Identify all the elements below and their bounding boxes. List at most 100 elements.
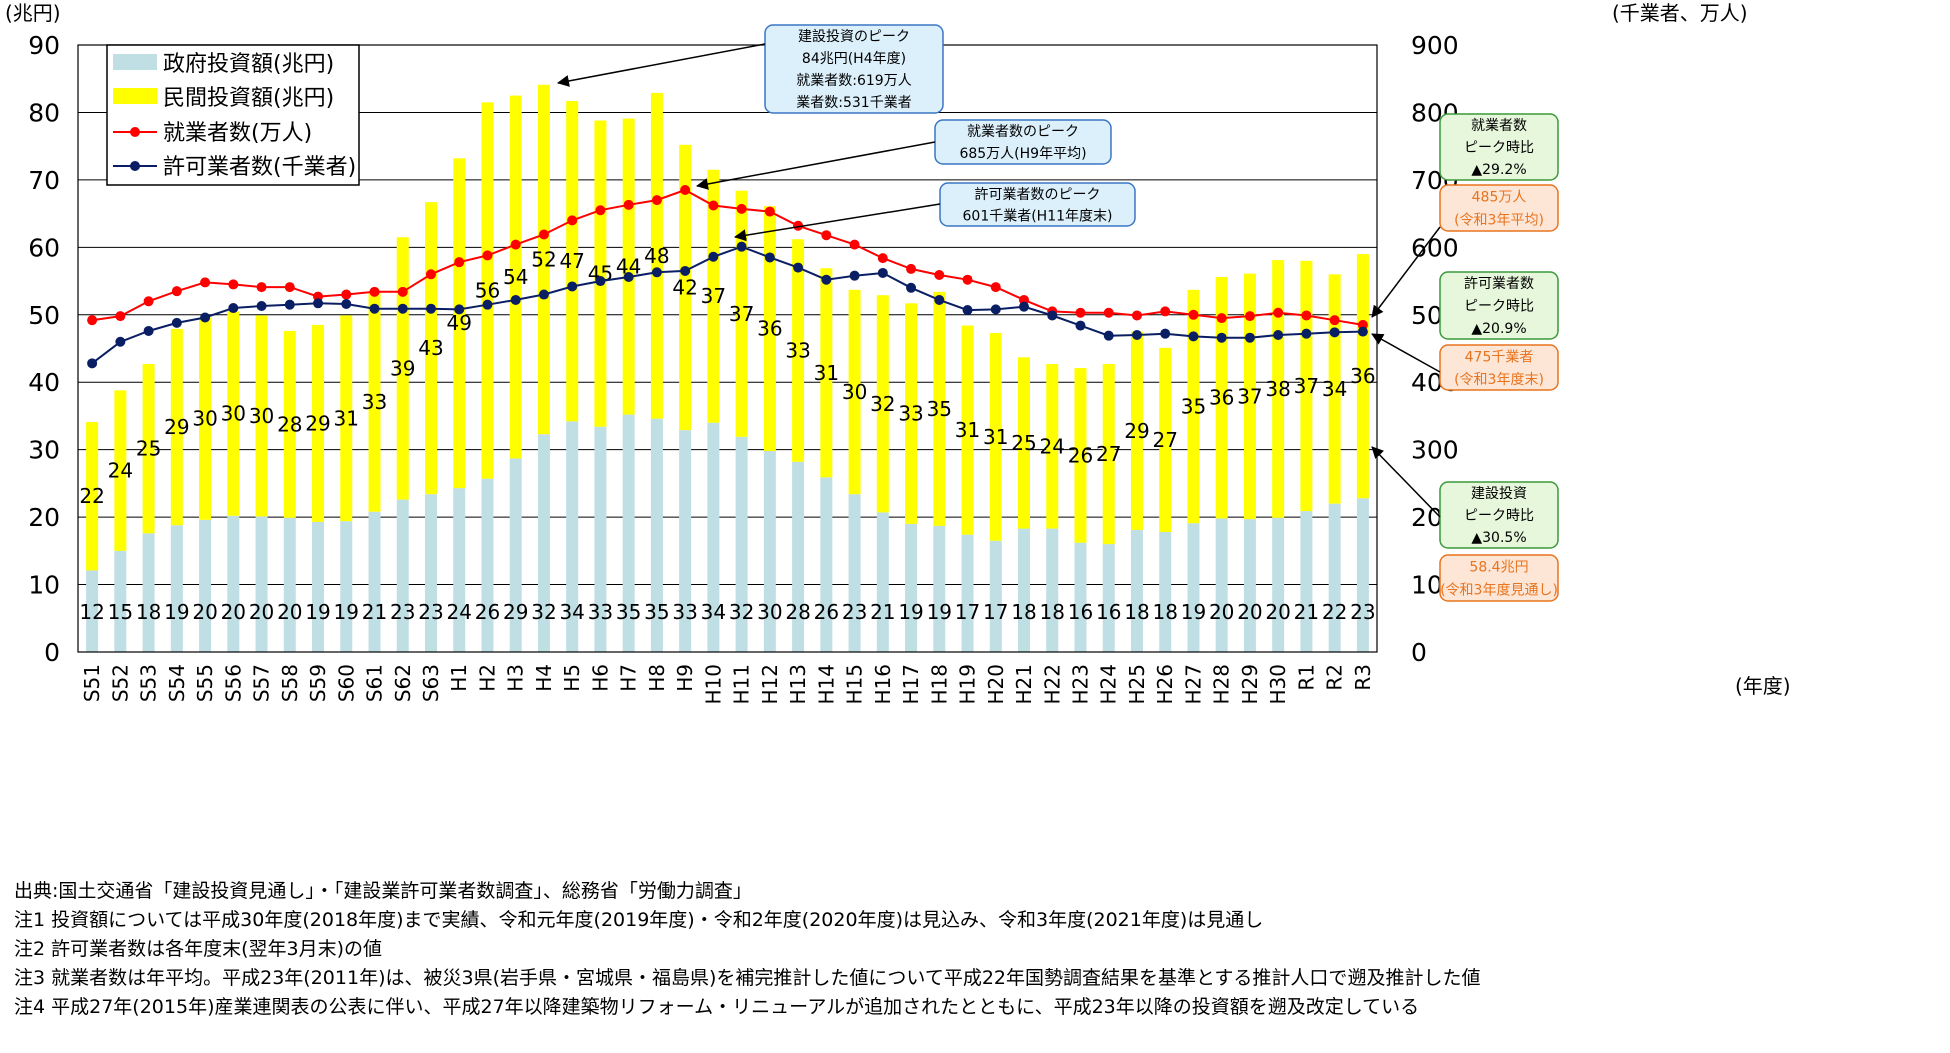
bar-label-government: 17 [983, 600, 1008, 624]
bar-private [650, 92, 663, 419]
bar-label-private: 39 [390, 356, 415, 380]
bar-label-government: 33 [588, 600, 613, 624]
point-workers [962, 274, 973, 285]
callout-text: (令和3年度末) [1454, 372, 1544, 388]
bar-government [1328, 503, 1341, 652]
bar-government [792, 461, 805, 652]
point-workers [115, 311, 126, 322]
bar-label-private: 31 [983, 425, 1008, 449]
legend-swatch-private [113, 88, 157, 104]
bar-label-private: 22 [79, 484, 104, 508]
x-tick-label: S63 [419, 664, 443, 702]
x-tick-label: S62 [391, 664, 415, 702]
bar-label-government: 19 [1181, 600, 1206, 624]
bar-label-government: 33 [672, 600, 697, 624]
bar-government [1243, 519, 1256, 652]
point-licensed-firms [313, 298, 324, 309]
x-tick-label: H3 [504, 664, 528, 692]
bar-government [1356, 498, 1369, 652]
bar-label-private: 36 [1350, 364, 1375, 388]
x-tick-label: H22 [1040, 664, 1064, 705]
bar-government [1046, 528, 1059, 652]
bar-label-government: 12 [79, 600, 104, 624]
callout-text: ▲29.2% [1471, 162, 1526, 178]
bar-label-private: 30 [192, 407, 217, 431]
point-licensed-firms [1357, 326, 1368, 337]
bar-label-government: 23 [1350, 600, 1375, 624]
x-tick-label: H9 [673, 664, 697, 692]
point-licensed-firms [510, 294, 521, 305]
bar-label-government: 20 [249, 600, 274, 624]
bar-government [763, 451, 776, 652]
point-licensed-firms [1103, 330, 1114, 341]
x-tick-label: H2 [475, 664, 499, 692]
bar-government [86, 570, 99, 652]
bar-label-private: 35 [1181, 395, 1206, 419]
y-left-tick-label: 60 [28, 233, 60, 262]
callout-text: 475千業者 [1465, 349, 1534, 365]
x-tick-label: H30 [1266, 664, 1290, 705]
point-licensed-firms [143, 325, 154, 336]
x-tick-label: H10 [701, 664, 725, 705]
bar-label-private: 37 [701, 284, 726, 308]
bar-label-government: 20 [1209, 600, 1234, 624]
bar-label-government: 30 [757, 600, 782, 624]
bar-government [424, 494, 437, 652]
point-licensed-firms [651, 267, 662, 278]
bar-government [368, 511, 381, 652]
bar-government [1215, 518, 1228, 652]
bar-label-government: 15 [108, 600, 133, 624]
bar-government [142, 533, 155, 652]
legend-label: 許可業者数(千業者) [163, 155, 356, 180]
bar-label-government: 19 [305, 600, 330, 624]
x-tick-label: H18 [927, 664, 951, 705]
axes: 0102030405060708090010020030040050060070… [5, 1, 1791, 705]
bar-private [1300, 260, 1313, 512]
point-licensed-firms [1301, 328, 1312, 339]
bar-private [876, 295, 889, 513]
bar-label-government: 19 [898, 600, 923, 624]
y-right-tick-label: 0 [1411, 638, 1427, 667]
callout-text: 許可業者数のピーク [975, 187, 1101, 203]
bar-label-government: 22 [1322, 600, 1347, 624]
bar-government [396, 499, 409, 652]
point-workers [567, 215, 578, 226]
point-workers [1160, 306, 1171, 317]
callout-box [1439, 554, 1559, 602]
point-workers [595, 205, 606, 216]
y-left-tick-label: 90 [28, 31, 60, 60]
bar-label-private: 36 [757, 317, 782, 341]
point-licensed-firms [87, 358, 98, 369]
bar-private [368, 292, 381, 512]
callout-arrow [1371, 333, 1441, 373]
point-licensed-firms [877, 267, 888, 278]
bar-label-government: 20 [221, 600, 246, 624]
bar-label-government: 18 [1011, 600, 1036, 624]
callout-text: 685万人(H9年平均) [959, 146, 1086, 162]
point-workers [538, 229, 549, 240]
point-licensed-firms [397, 303, 408, 314]
bar-government [1300, 511, 1313, 652]
bar-government [961, 534, 974, 652]
bar-government [340, 521, 353, 652]
bar-label-government: 26 [814, 600, 839, 624]
bar-label-private: 24 [108, 459, 133, 483]
bar-government [199, 519, 212, 652]
bar-government [594, 426, 607, 652]
bar-government [509, 458, 522, 652]
x-tick-label: S55 [193, 664, 217, 702]
x-tick-label: S56 [221, 664, 245, 702]
x-tick-label: H7 [617, 664, 641, 692]
bar-label-government: 19 [334, 600, 359, 624]
bar-label-private: 37 [1294, 374, 1319, 398]
bar-label-private: 24 [1040, 434, 1065, 458]
bar-label-government: 16 [1068, 600, 1093, 624]
x-tick-label: H1 [447, 664, 471, 692]
bar-label-private: 29 [164, 415, 189, 439]
point-workers [1075, 307, 1086, 318]
bar-label-government: 21 [1294, 600, 1319, 624]
x-tick-label: H8 [645, 664, 669, 692]
bar-label-government: 17 [955, 600, 980, 624]
bar-label-government: 16 [1096, 600, 1121, 624]
point-workers [87, 315, 98, 326]
